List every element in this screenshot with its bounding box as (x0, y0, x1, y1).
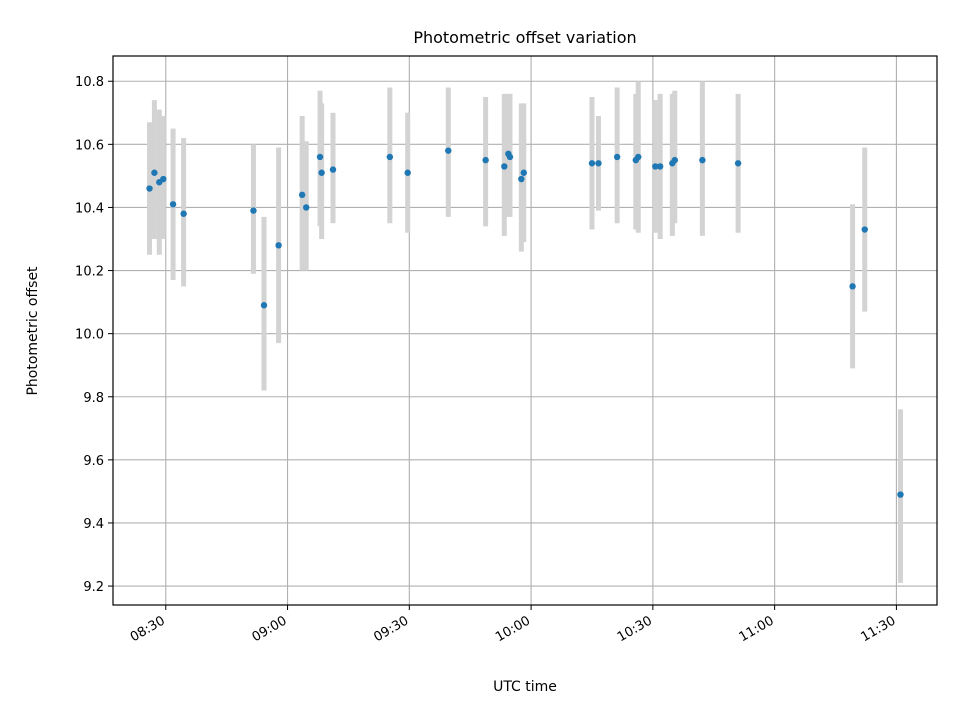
data-point (520, 169, 527, 176)
y-tick-label: 9.8 (83, 391, 104, 406)
data-point (146, 185, 153, 192)
data-point (329, 166, 337, 173)
x-axis-label: UTC time (493, 679, 557, 695)
data-point (897, 491, 904, 498)
data-point (298, 191, 306, 199)
data-point (180, 210, 187, 217)
data-point (169, 201, 177, 208)
y-tick-label: 10.4 (75, 201, 104, 216)
data-point (861, 226, 868, 233)
data-point (635, 153, 642, 161)
y-tick-label: 10.2 (75, 265, 104, 280)
y-tick-label: 10.6 (75, 138, 104, 153)
data-point (482, 156, 489, 164)
data-points (146, 147, 904, 498)
y-tick-label: 10.0 (75, 328, 104, 343)
data-point (151, 169, 158, 176)
data-point (506, 153, 514, 161)
data-point (501, 163, 508, 170)
y-tick-label: 10.8 (75, 75, 104, 90)
data-point (316, 153, 324, 161)
data-point (595, 160, 602, 167)
data-point (656, 163, 664, 170)
data-point (699, 156, 706, 164)
data-point (445, 147, 452, 154)
chart-title: Photometric offset variation (413, 28, 636, 47)
data-point (588, 160, 596, 167)
y-axis-label: Photometric offset (25, 266, 41, 396)
y-tick-label: 9.6 (83, 454, 104, 469)
data-point (318, 169, 325, 176)
y-tick-label: 9.2 (83, 580, 104, 595)
data-point (404, 169, 411, 176)
data-point (386, 153, 394, 161)
data-point (518, 175, 525, 183)
data-point (160, 175, 167, 183)
data-point (275, 242, 282, 249)
data-point (260, 302, 268, 309)
data-point (734, 160, 742, 167)
data-point (671, 156, 678, 164)
data-point (849, 283, 856, 290)
y-axis-ticks: 9.2 9.4 9.6 9.8 10.0 10.2 10.4 10.6 10.8 (75, 75, 113, 595)
data-point (250, 207, 257, 214)
y-tick-label: 9.4 (83, 517, 104, 532)
data-point (303, 204, 310, 211)
plot-frame (112, 55, 938, 606)
data-point (652, 163, 659, 170)
data-point (613, 153, 621, 161)
